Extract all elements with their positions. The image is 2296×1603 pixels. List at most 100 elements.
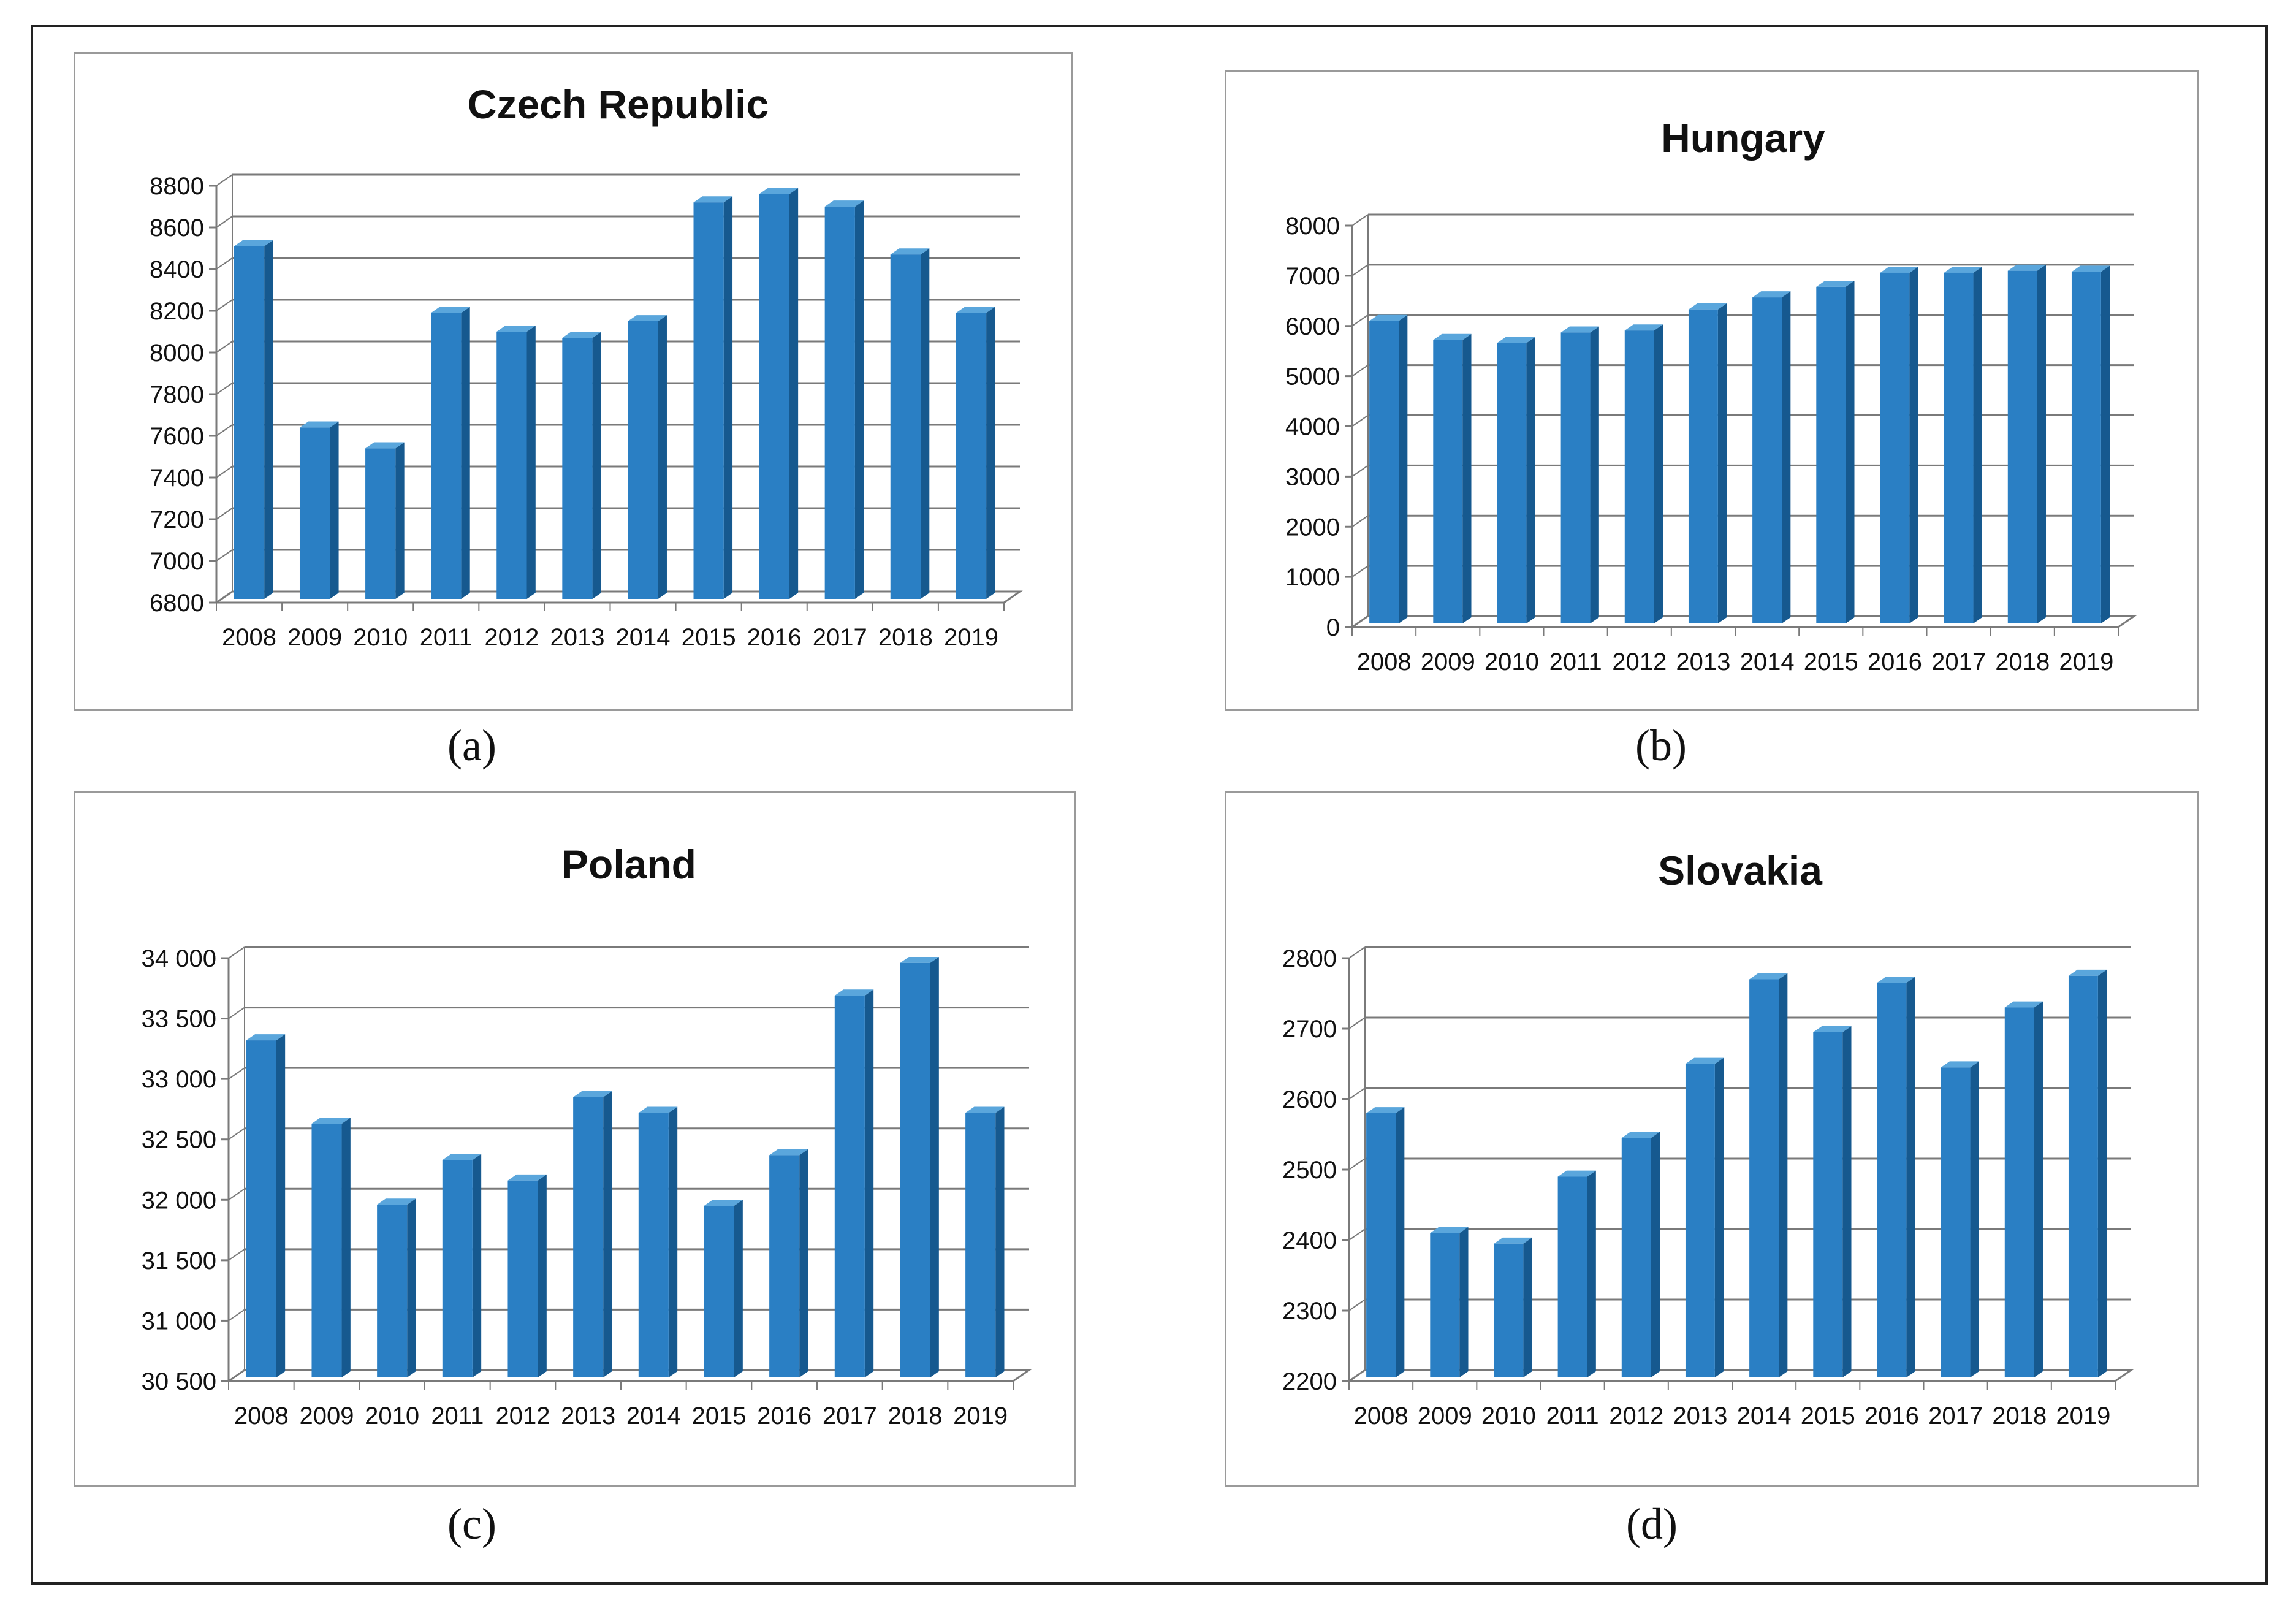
x-tick-label: 2012	[496, 1403, 550, 1430]
bar-top	[956, 307, 995, 313]
gridline-depth	[1348, 1299, 1366, 1311]
bar-top	[965, 1106, 1005, 1113]
bar-top	[365, 442, 405, 449]
bar-front	[573, 1097, 604, 1377]
x-tick-label: 2014	[616, 624, 671, 651]
caption-a: (a)	[447, 721, 496, 770]
bar	[638, 1106, 678, 1377]
bar-top	[234, 240, 273, 246]
chart-svg-slovakia: Slovakia 2200 2300 2400 2500 2600 2700 2800 2008…	[1282, 848, 2134, 1430]
bar	[704, 1200, 743, 1377]
bar-top	[1816, 280, 1855, 287]
bar-side	[526, 326, 536, 599]
bar-front	[1497, 343, 1527, 623]
bar	[496, 326, 536, 599]
bar	[234, 240, 273, 600]
bar-top	[1624, 324, 1663, 331]
bar-front	[1877, 983, 1907, 1377]
bar-front	[246, 1040, 276, 1377]
bar-front	[1880, 272, 1910, 623]
x-tick-label: 2019	[2056, 1403, 2110, 1430]
y-tick-label: 7400	[150, 465, 204, 492]
gridline-depth	[1351, 364, 1369, 377]
x-tick-label: 2011	[1549, 649, 1602, 676]
bar-top	[1688, 303, 1727, 310]
x-tick-label: 2011	[431, 1403, 484, 1430]
bar-front	[1430, 1233, 1460, 1377]
gridline-depth	[1351, 465, 1369, 478]
bar-top	[769, 1149, 808, 1156]
gridline-depth	[216, 341, 233, 353]
gridline-depth	[228, 1309, 245, 1322]
bar-front	[1688, 309, 1718, 623]
gridline-depth	[1351, 214, 1369, 226]
chart-poland: Poland 30 500 31 000 31 500 32 000 32 500 33 0…	[74, 791, 1076, 1487]
bar-top	[1685, 1057, 1724, 1064]
y-tick-label: 1000	[1285, 564, 1340, 591]
gridline-depth	[216, 174, 233, 186]
bar-front	[834, 996, 865, 1377]
bar	[1497, 337, 1535, 623]
y-tick-label: 8000	[1285, 213, 1340, 240]
bar	[365, 442, 405, 599]
bar	[693, 196, 733, 599]
x-tick-label: 2009	[300, 1403, 354, 1430]
caption-d: (d)	[1626, 1499, 1678, 1548]
bar-front	[759, 194, 789, 600]
bar-front	[890, 254, 921, 599]
bar	[1941, 1061, 1979, 1377]
x-tick-label: 2015	[682, 624, 736, 651]
caption-c: (c)	[447, 1499, 496, 1548]
gridline-depth	[1348, 1158, 1366, 1170]
bar-front	[507, 1180, 538, 1377]
bar-front	[1941, 1067, 1971, 1377]
x-tick-label: 2018	[1992, 1403, 2047, 1430]
gridline-depth	[228, 946, 245, 959]
x-tick-label: 2014	[1737, 1403, 1792, 1430]
bar-front	[1813, 1032, 1843, 1377]
x-tick-label: 2013	[550, 624, 604, 651]
figure-frame	[31, 25, 2268, 1585]
bar-front	[2071, 272, 2101, 623]
gridline-depth	[1348, 1087, 1366, 1100]
bar-top	[834, 989, 874, 996]
gridline-depth	[228, 1188, 245, 1201]
x-tick-label: 2012	[484, 624, 539, 651]
caption-b: (b)	[1635, 721, 1687, 770]
x-tick-label: 2019	[2059, 649, 2113, 676]
bar-front	[442, 1160, 473, 1377]
bar-side	[1654, 324, 1663, 623]
bar-top	[573, 1091, 612, 1097]
bar-front	[1624, 330, 1654, 623]
bar	[900, 956, 939, 1377]
gridline-depth	[228, 1067, 245, 1079]
bar	[2007, 264, 2047, 624]
y-tick-label: 32 500	[142, 1127, 216, 1154]
bar-front	[1560, 332, 1591, 623]
bar-top	[2004, 1001, 2043, 1008]
y-tick-label: 4000	[1285, 414, 1340, 441]
bar-side	[995, 1106, 1005, 1377]
y-tick-label: 7800	[150, 381, 204, 408]
x-tick-label: 2017	[1928, 1403, 1983, 1430]
bar-side	[2100, 265, 2110, 623]
bar	[311, 1118, 351, 1377]
x-tick-label: 2014	[626, 1403, 681, 1430]
bar-side	[1973, 267, 1982, 623]
x-tick-label: 2018	[888, 1403, 943, 1430]
bar-side	[2034, 1001, 2043, 1377]
x-tick-label: 2010	[1481, 1403, 1536, 1430]
bar	[1369, 314, 1408, 623]
bar-top	[704, 1200, 743, 1206]
y-tick-label: 0	[1326, 614, 1340, 641]
x-tick-label: 2011	[1546, 1403, 1599, 1430]
bar	[1624, 324, 1663, 623]
bar	[824, 200, 864, 600]
bar	[1880, 267, 1918, 623]
x-tick-label: 2017	[813, 624, 867, 651]
x-tick-label: 2015	[692, 1403, 747, 1430]
bar-front	[965, 1113, 996, 1377]
bar-side	[921, 248, 930, 599]
bar-side	[799, 1149, 808, 1377]
bar-side	[1396, 1107, 1405, 1377]
